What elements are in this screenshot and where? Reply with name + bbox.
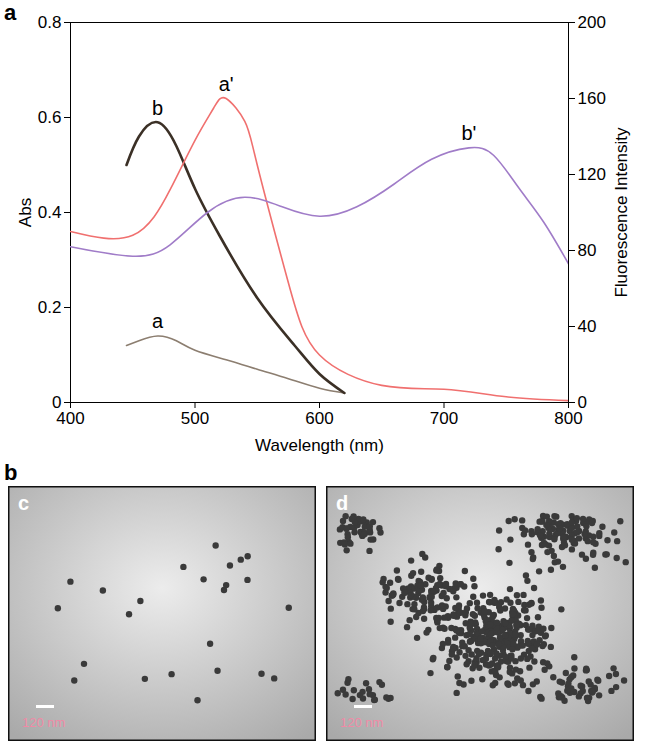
svg-text:160: 160 <box>578 89 606 108</box>
svg-text:200: 200 <box>578 13 606 32</box>
svg-text:700: 700 <box>430 409 458 428</box>
svg-text:0: 0 <box>578 393 587 412</box>
svg-text:a': a' <box>219 73 234 95</box>
svg-text:40: 40 <box>578 317 597 336</box>
svg-text:0: 0 <box>52 392 62 412</box>
svg-text:c: c <box>18 492 29 514</box>
svg-text:Wavelength (nm): Wavelength (nm) <box>255 436 384 455</box>
html-text:b: b <box>4 460 18 485</box>
svg-text:400: 400 <box>56 409 84 428</box>
svg-text:120 nm: 120 nm <box>22 715 65 730</box>
svg-text:b: b <box>152 97 163 119</box>
svg-text:120 nm: 120 nm <box>340 715 383 730</box>
svg-text:a: a <box>152 310 164 332</box>
svg-text:0.2: 0.2 <box>38 298 62 317</box>
svg-text:d: d <box>336 492 348 514</box>
svg-text:800: 800 <box>554 408 583 428</box>
svg-text:0.6: 0.6 <box>38 108 62 127</box>
svg-text:500: 500 <box>181 409 209 428</box>
svg-text:600: 600 <box>305 409 333 428</box>
svg-text:80: 80 <box>578 241 597 260</box>
svg-text:Abs: Abs <box>16 198 35 227</box>
svg-text:120: 120 <box>578 165 606 184</box>
svg-text:Fluorescence Intensity: Fluorescence Intensity <box>612 127 631 298</box>
html-text:a: a <box>4 0 17 25</box>
svg-text:0.8: 0.8 <box>38 13 62 32</box>
svg-text:b': b' <box>461 122 476 144</box>
svg-text:0.4: 0.4 <box>38 203 62 222</box>
